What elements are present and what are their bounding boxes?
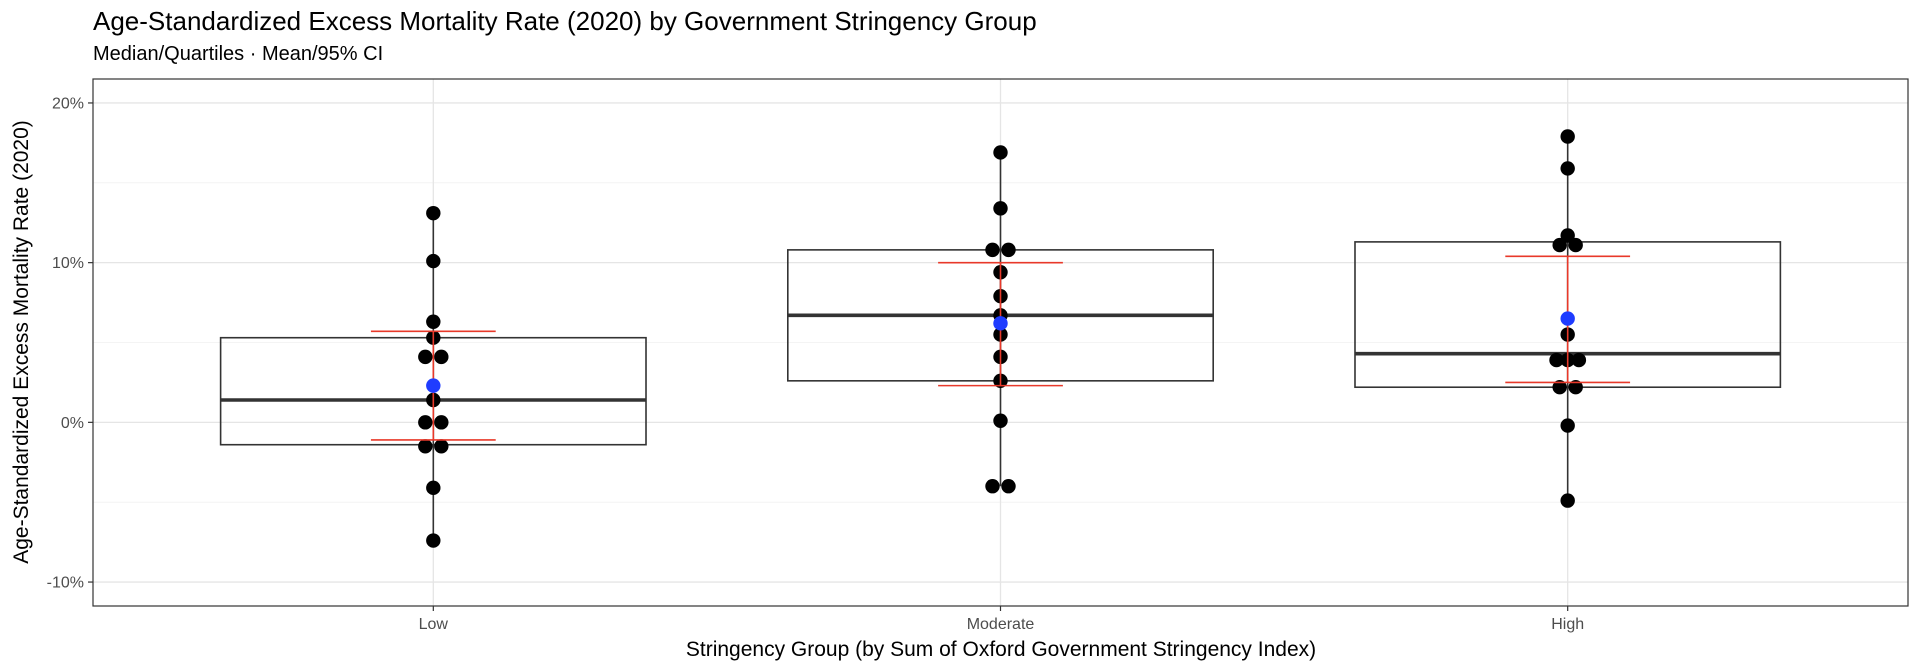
data-point: [1552, 380, 1567, 395]
data-point: [426, 314, 441, 329]
mean-point-high: [1560, 311, 1575, 326]
data-point: [993, 145, 1008, 160]
mean-point-moderate: [993, 316, 1008, 331]
data-point: [993, 201, 1008, 216]
data-point: [1560, 418, 1575, 433]
data-point: [418, 439, 433, 454]
data-points: [418, 129, 1587, 548]
data-point: [434, 349, 449, 365]
data-point: [1552, 237, 1567, 253]
x-tick-label: High: [1551, 616, 1584, 633]
data-point: [1560, 161, 1575, 176]
mean-point-low: [426, 378, 441, 393]
data-point: [1560, 493, 1575, 508]
x-tick-label: Low: [419, 616, 449, 633]
data-point: [1001, 242, 1016, 258]
data-point: [993, 413, 1008, 428]
x-axis-title: Stringency Group (by Sum of Oxford Gover…: [686, 638, 1316, 661]
data-point: [434, 415, 449, 430]
axes: Low Moderate High -10% 0% 10% 20%: [47, 95, 1585, 633]
x-tick-label: Moderate: [967, 616, 1035, 633]
data-point: [434, 439, 449, 454]
data-point: [418, 415, 433, 430]
data-point: [1549, 352, 1564, 368]
data-point: [1560, 228, 1575, 243]
data-point: [418, 349, 433, 365]
y-tick-label: -10%: [47, 575, 84, 592]
data-point: [1571, 352, 1587, 368]
chart-subtitle: Median/Quartiles · Mean/95% CI: [93, 43, 384, 65]
data-point: [985, 242, 1000, 258]
data-point: [426, 205, 441, 221]
data-point: [426, 480, 441, 496]
y-tick-label: 0%: [61, 415, 84, 432]
y-tick-label: 10%: [52, 255, 84, 272]
mean-ci: [370, 255, 1631, 441]
y-tick-label: 20%: [52, 95, 84, 112]
chart-title: Age-Standardized Excess Mortality Rate (…: [93, 6, 1037, 36]
data-point: [426, 533, 441, 548]
data-point: [1568, 380, 1583, 395]
data-point: [985, 479, 1000, 494]
y-axis-title: Age-Standardized Excess Mortality Rate (…: [10, 120, 33, 564]
data-point: [1568, 237, 1583, 253]
data-point: [1001, 479, 1016, 494]
data-point: [426, 253, 441, 269]
data-point: [1560, 129, 1575, 144]
